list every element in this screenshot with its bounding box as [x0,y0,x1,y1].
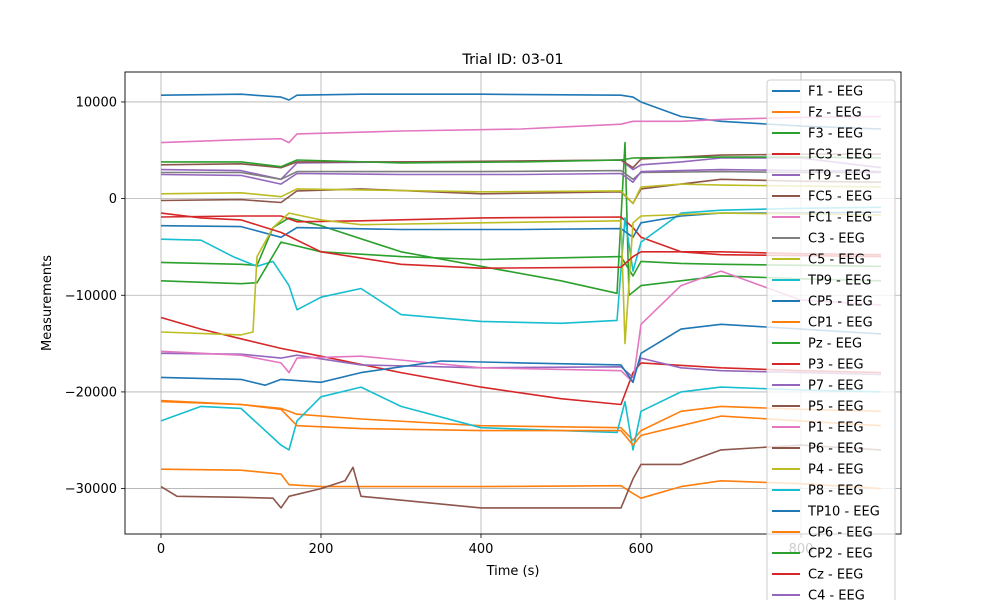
legend-entry: Pz - EEG [808,337,862,352]
series-line-24 [160,168,882,185]
series-line-17 [160,444,882,509]
legend-entry: Fz - EEG [808,106,862,121]
legend-entry: F1 - EEG [808,85,863,100]
series-line-1 [160,468,882,500]
series-line-21 [160,399,882,446]
series-line-19 [160,386,882,451]
legend-entry: P1 - EEG [808,421,864,436]
x-axis-label: Time (s) [486,564,540,579]
x-tick-label: 600 [629,542,654,557]
series-line-11 [160,400,882,442]
series-line-3 [160,215,882,258]
legend-entry: P7 - EEG [808,379,864,394]
series-line-13 [160,316,882,406]
legend: F1 - EEG Fz - EEG F3 - EEG FC3 - EEG FT9 - E… [766,79,896,600]
x-tick-label: 400 [469,542,494,557]
y-tick-label: 10000 [76,95,117,110]
series-line-23 [160,212,882,270]
legend-entry: C3 - EEG [808,232,865,247]
y-tick-label: −20000 [65,385,117,400]
legend-entry: FT9 - EEG [808,169,871,184]
legend-entry: P4 - EEG [808,463,864,478]
legend-entry: P3 - EEG [808,358,864,373]
legend-entry: P6 - EEG [808,442,864,457]
x-tick-label: 200 [309,542,334,557]
legend-entry: CP2 - EEG [808,547,873,562]
chart-title: Trial ID: 03-01 [461,52,563,68]
legend-entry: FC1 - EEG [808,211,872,226]
series-line-12 [160,241,882,285]
legend-entry: P5 - EEG [808,400,864,415]
series-line-7 [161,169,881,181]
plot-area-frame [124,71,902,535]
y-tick-label: 0 [109,192,117,207]
legend-entry: C5 - EEG [808,253,865,268]
legend-entry: Cz - EEG [808,568,863,583]
legend-entry: F3 - EEG [808,127,863,142]
y-axis-label: Measurements [40,255,55,351]
y-tick-label: −10000 [65,289,117,304]
series-line-14 [160,352,882,379]
legend-entry: TP9 - EEG [807,274,872,289]
x-tick-label: 0 [157,542,165,557]
legend-entry: C4 - EEG [808,589,865,600]
series-lines [160,93,882,509]
legend-entry: CP1 - EEG [808,316,873,331]
legend-entry: FC3 - EEG [808,148,872,163]
legend-entry: TP10 - EEG [807,505,880,520]
legend-box [766,79,896,600]
series-line-20 [160,323,882,387]
series-line-6 [160,115,882,144]
legend-entry: CP5 - EEG [808,295,873,310]
series-line-16 [160,270,882,384]
legend-entry: FC5 - EEG [808,190,872,205]
series-line-2 [160,141,882,297]
series-line-22 [161,156,882,168]
legend-entry: P8 - EEG [808,484,864,499]
series-line-8 [160,183,882,205]
legend-entry: CP6 - EEG [808,526,873,541]
series-line-18 [160,212,882,345]
y-tick-label: −30000 [65,482,117,497]
